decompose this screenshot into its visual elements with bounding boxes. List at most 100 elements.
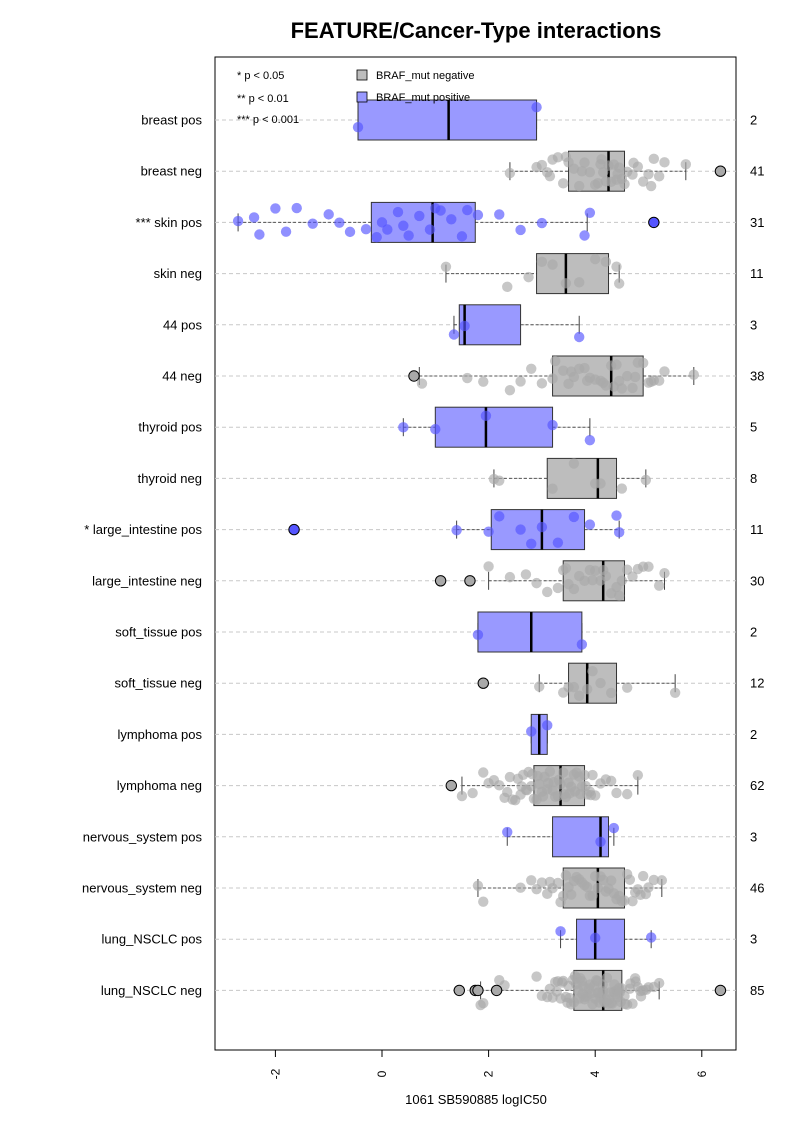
data-point <box>603 994 615 1005</box>
data-point <box>577 988 588 1000</box>
row-count: 5 <box>750 420 757 435</box>
data-point <box>472 880 484 891</box>
legend-label-negative: BRAF_mut negative <box>376 70 474 82</box>
row-count: 3 <box>750 317 757 332</box>
data-point <box>552 537 564 548</box>
data-point <box>558 178 569 189</box>
row-count: 2 <box>750 625 757 640</box>
outlier-point <box>490 984 503 997</box>
grid-lines <box>215 119 736 991</box>
data-point <box>613 890 625 902</box>
data-point <box>580 780 591 792</box>
data-point <box>579 230 590 241</box>
data-point <box>568 458 580 469</box>
data-point <box>307 218 318 229</box>
plot-frame <box>214 56 737 1051</box>
data-point <box>560 151 572 162</box>
data-point <box>502 826 513 838</box>
row-count: 8 <box>750 471 757 486</box>
data-point <box>515 376 526 387</box>
data-point <box>480 410 492 422</box>
outlier-point <box>453 984 465 997</box>
box <box>434 406 554 448</box>
data-point <box>566 366 577 377</box>
data-point <box>597 874 609 886</box>
data-point <box>590 932 601 944</box>
row-label: *** skin pos <box>136 215 203 230</box>
data-point <box>555 897 566 908</box>
row-label: soft_tissue pos <box>115 625 202 640</box>
data-point <box>621 682 633 693</box>
data-point <box>568 681 580 693</box>
data-point <box>544 766 556 777</box>
data-point <box>532 770 543 782</box>
data-point <box>627 998 638 1009</box>
data-point <box>597 377 609 388</box>
data-point <box>547 373 558 384</box>
data-point <box>536 159 548 171</box>
box <box>357 99 538 141</box>
data-point <box>645 932 657 943</box>
data-point <box>611 261 622 272</box>
data-point <box>630 976 641 987</box>
row-count: 12 <box>750 676 764 691</box>
data-point <box>621 788 633 800</box>
data-point <box>611 359 622 370</box>
data-point <box>616 483 628 494</box>
data-point <box>534 681 545 692</box>
data-point <box>435 205 446 216</box>
box <box>576 918 626 960</box>
row-label: 44 neg <box>162 369 202 384</box>
data-point <box>414 210 425 222</box>
data-point <box>587 769 598 781</box>
data-point <box>576 639 588 650</box>
data-point <box>574 690 585 702</box>
data-point <box>531 971 542 982</box>
data-point <box>608 822 620 834</box>
data-point <box>659 366 670 377</box>
data-point <box>605 775 617 787</box>
data-point <box>595 836 606 847</box>
data-point <box>568 583 580 595</box>
data-point <box>632 769 644 781</box>
row-count: 11 <box>750 266 764 281</box>
data-point <box>587 890 598 901</box>
data-point <box>534 778 545 790</box>
outlier-point <box>477 677 489 689</box>
data-point <box>612 168 623 180</box>
data-point <box>621 370 633 382</box>
row-label: thyroid pos <box>138 420 202 435</box>
data-point <box>456 231 468 242</box>
data-point <box>526 363 537 374</box>
data-point <box>360 224 372 235</box>
data-point <box>552 582 564 594</box>
data-point <box>582 375 593 386</box>
outlier-point <box>434 575 447 587</box>
row-label: lymphoma pos <box>117 727 202 742</box>
data-point <box>584 434 596 446</box>
data-point <box>416 378 428 389</box>
data-point <box>542 720 553 731</box>
outlier-point <box>445 779 457 792</box>
data-point <box>504 771 516 783</box>
outlier-point <box>648 216 660 229</box>
data-point <box>611 510 622 521</box>
data-point <box>653 375 665 386</box>
data-point <box>467 787 478 799</box>
box <box>546 457 618 499</box>
data-point <box>609 979 620 990</box>
data-point <box>555 926 566 937</box>
data-point <box>680 159 692 170</box>
data-point <box>627 896 638 907</box>
data-point <box>648 874 660 886</box>
data-point <box>648 153 660 165</box>
data-point <box>483 526 494 537</box>
data-point <box>472 209 484 221</box>
data-point <box>611 787 622 799</box>
data-point <box>627 382 638 394</box>
data-point <box>627 169 638 180</box>
data-point <box>344 226 356 238</box>
data-point <box>526 726 537 737</box>
data-point <box>515 524 526 535</box>
